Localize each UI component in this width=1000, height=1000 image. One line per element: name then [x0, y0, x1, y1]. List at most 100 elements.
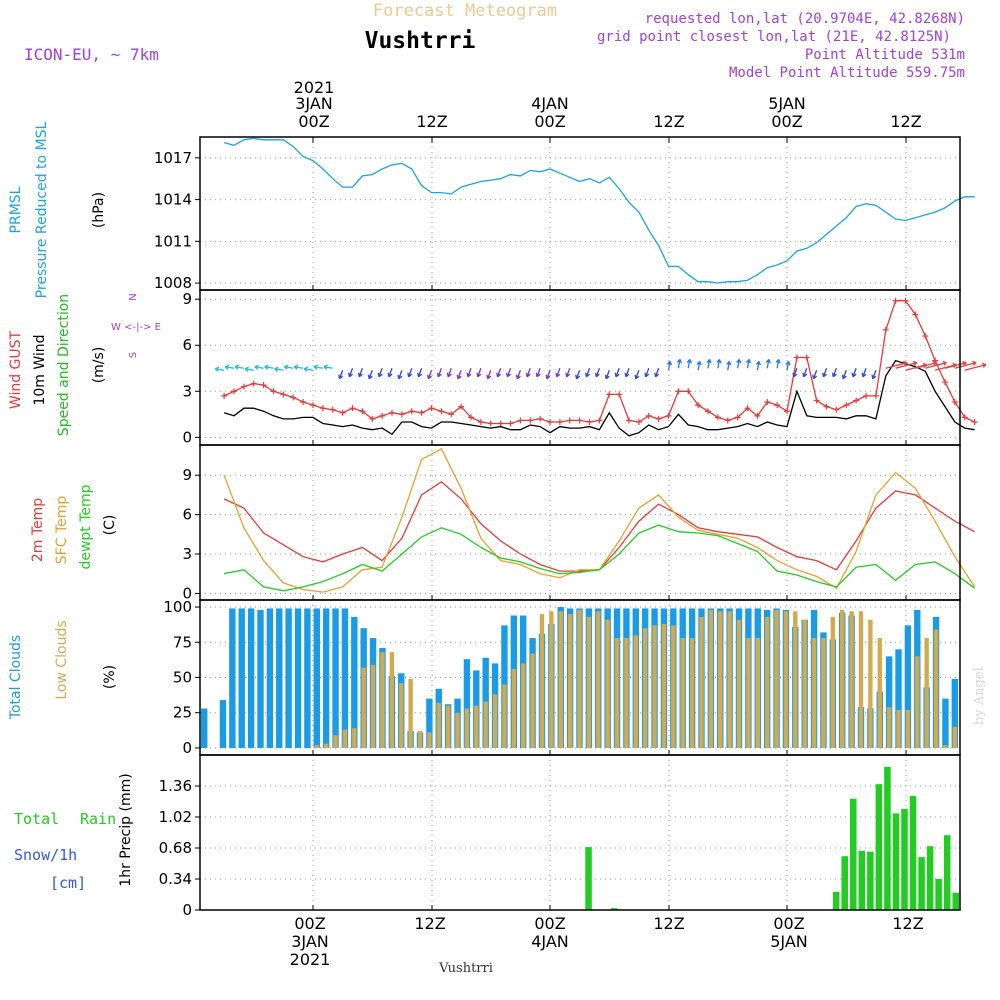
wind-direction-arrowhead — [686, 358, 692, 364]
wind-direction-arrow — [294, 366, 304, 369]
gust-marker — [507, 420, 514, 427]
bar-low-clouds — [596, 611, 601, 748]
wind-direction-arrow — [304, 368, 314, 371]
compass-south: S — [128, 352, 139, 358]
temp-label-2m: 2m Temp — [30, 498, 46, 562]
panel-4-ytick-label-4: 1.36 — [159, 777, 192, 795]
wind-direction-arrowhead — [323, 364, 328, 370]
wind-direction-arrowhead — [427, 374, 432, 380]
gust-marker — [853, 397, 860, 404]
wind-direction-arrowhead — [397, 374, 403, 380]
wind-direction-arrowhead — [496, 372, 502, 378]
bar-low-clouds — [455, 712, 460, 748]
bar-low-clouds — [727, 611, 732, 748]
bar-total-rain — [918, 857, 925, 910]
pressure-label-msl: Pressure Reduced to MSL — [34, 121, 50, 298]
bar-low-clouds — [924, 638, 929, 748]
bar-total-clouds — [238, 608, 245, 748]
wind-direction-arrow — [338, 370, 344, 379]
wind-direction-arrow — [348, 368, 354, 377]
panel-0-ytick-label-3: 1017 — [154, 149, 192, 167]
gust-marker — [537, 415, 544, 422]
gust-marker — [734, 414, 741, 421]
bottom-time-label-0: 00Z — [294, 914, 325, 933]
wind-direction-arrow — [667, 361, 671, 371]
gust-marker — [695, 402, 702, 409]
wind-direction-arrowhead — [745, 358, 752, 364]
bar-total-rain — [952, 892, 959, 910]
gust-marker — [310, 402, 316, 409]
bottom-day-label-2: 5JAN — [770, 932, 808, 951]
bar-total-clouds — [313, 608, 320, 748]
wind-direction-arrow — [925, 361, 947, 369]
wind-direction-arrow — [717, 359, 721, 369]
wind-direction-arrowhead — [706, 358, 712, 364]
wind-direction-arrowhead — [624, 372, 630, 378]
gust-marker — [961, 414, 968, 421]
gust-marker — [260, 382, 267, 389]
bar-total-rain — [884, 766, 891, 910]
wind-direction-arrow — [437, 368, 442, 377]
bar-low-clouds — [399, 683, 404, 748]
wind-direction-arrow — [368, 370, 373, 379]
wind-direction-arrowhead — [654, 372, 660, 378]
panel-4-ytick-label-2: 0.68 — [159, 839, 192, 857]
wind-direction-arrowhead — [303, 366, 309, 372]
model-point-altitude: Model Point Altitude 559.75m — [729, 65, 965, 81]
wind-direction-arrow — [546, 370, 551, 379]
wind-direction-arrow — [556, 368, 561, 377]
bottom-day-label-0: 3JAN — [291, 932, 329, 951]
bar-low-clouds — [624, 638, 629, 748]
series-line-sfc-temp — [223, 448, 976, 593]
wind-direction-arrow — [786, 361, 790, 371]
bar-low-clouds — [755, 638, 760, 748]
series-line-10m-wind — [223, 359, 975, 437]
wind-direction-arrowhead — [466, 372, 472, 378]
gust-marker — [468, 414, 474, 421]
requested-lonlat: requested lon,lat (20.9704E, 42.8268N) — [645, 11, 965, 27]
bar-total-clouds — [904, 625, 912, 748]
bar-low-clouds — [915, 656, 920, 748]
gust-marker — [912, 311, 919, 318]
wind-direction-arrow — [496, 368, 502, 377]
bar-low-clouds — [445, 705, 451, 748]
wind-direction-arrow — [536, 368, 541, 377]
wind-direction-arrowhead — [822, 372, 827, 378]
wind-direction-arrow — [358, 368, 363, 377]
bar-low-clouds — [558, 611, 563, 748]
temp-label-dewpt: dewpt Temp — [78, 484, 94, 569]
panel-0-ytick-label-0: 1008 — [154, 274, 192, 292]
wind-direction-arrow — [954, 361, 977, 369]
gust-marker — [872, 392, 879, 399]
bar-total-clouds — [304, 608, 311, 748]
gust-marker — [448, 411, 455, 418]
closest-lonlat: grid point closest lon,lat (21E, 42.8125… — [597, 29, 951, 45]
precip-label-rain: Rain — [80, 810, 116, 828]
wind-direction-arrow — [585, 368, 591, 377]
wind-label-10m: 10m Wind — [32, 334, 48, 405]
gust-marker — [843, 402, 850, 409]
top-time-label-3: 12Z — [653, 112, 684, 131]
panel-2-ytick-label-3: 9 — [182, 466, 192, 484]
wind-direction-arrowhead — [726, 360, 732, 366]
bar-low-clouds — [764, 616, 770, 748]
top-day-label-0: 3JAN — [295, 94, 333, 113]
bar-low-clouds — [746, 638, 751, 748]
bar-total-rain — [909, 796, 917, 910]
wind-direction-arrow — [526, 368, 531, 377]
wind-direction-arrowhead — [446, 372, 452, 378]
wind-direction-arrowhead — [831, 372, 837, 378]
wind-direction-arrow — [234, 366, 244, 369]
bar-low-clouds — [699, 616, 704, 748]
bar-low-clouds — [614, 638, 620, 748]
pressure-units: (hPa) — [91, 192, 107, 228]
wind-label-gust: Wind GUST — [8, 330, 24, 409]
bar-low-clouds — [868, 619, 873, 748]
wind-direction-arrow — [915, 361, 937, 369]
panel-0-frame — [199, 136, 961, 291]
wind-direction-arrow — [516, 370, 521, 379]
gust-marker — [813, 397, 820, 404]
panel-3-ytick-label-2: 50 — [173, 669, 192, 687]
wind-direction-arrowhead — [293, 364, 299, 370]
